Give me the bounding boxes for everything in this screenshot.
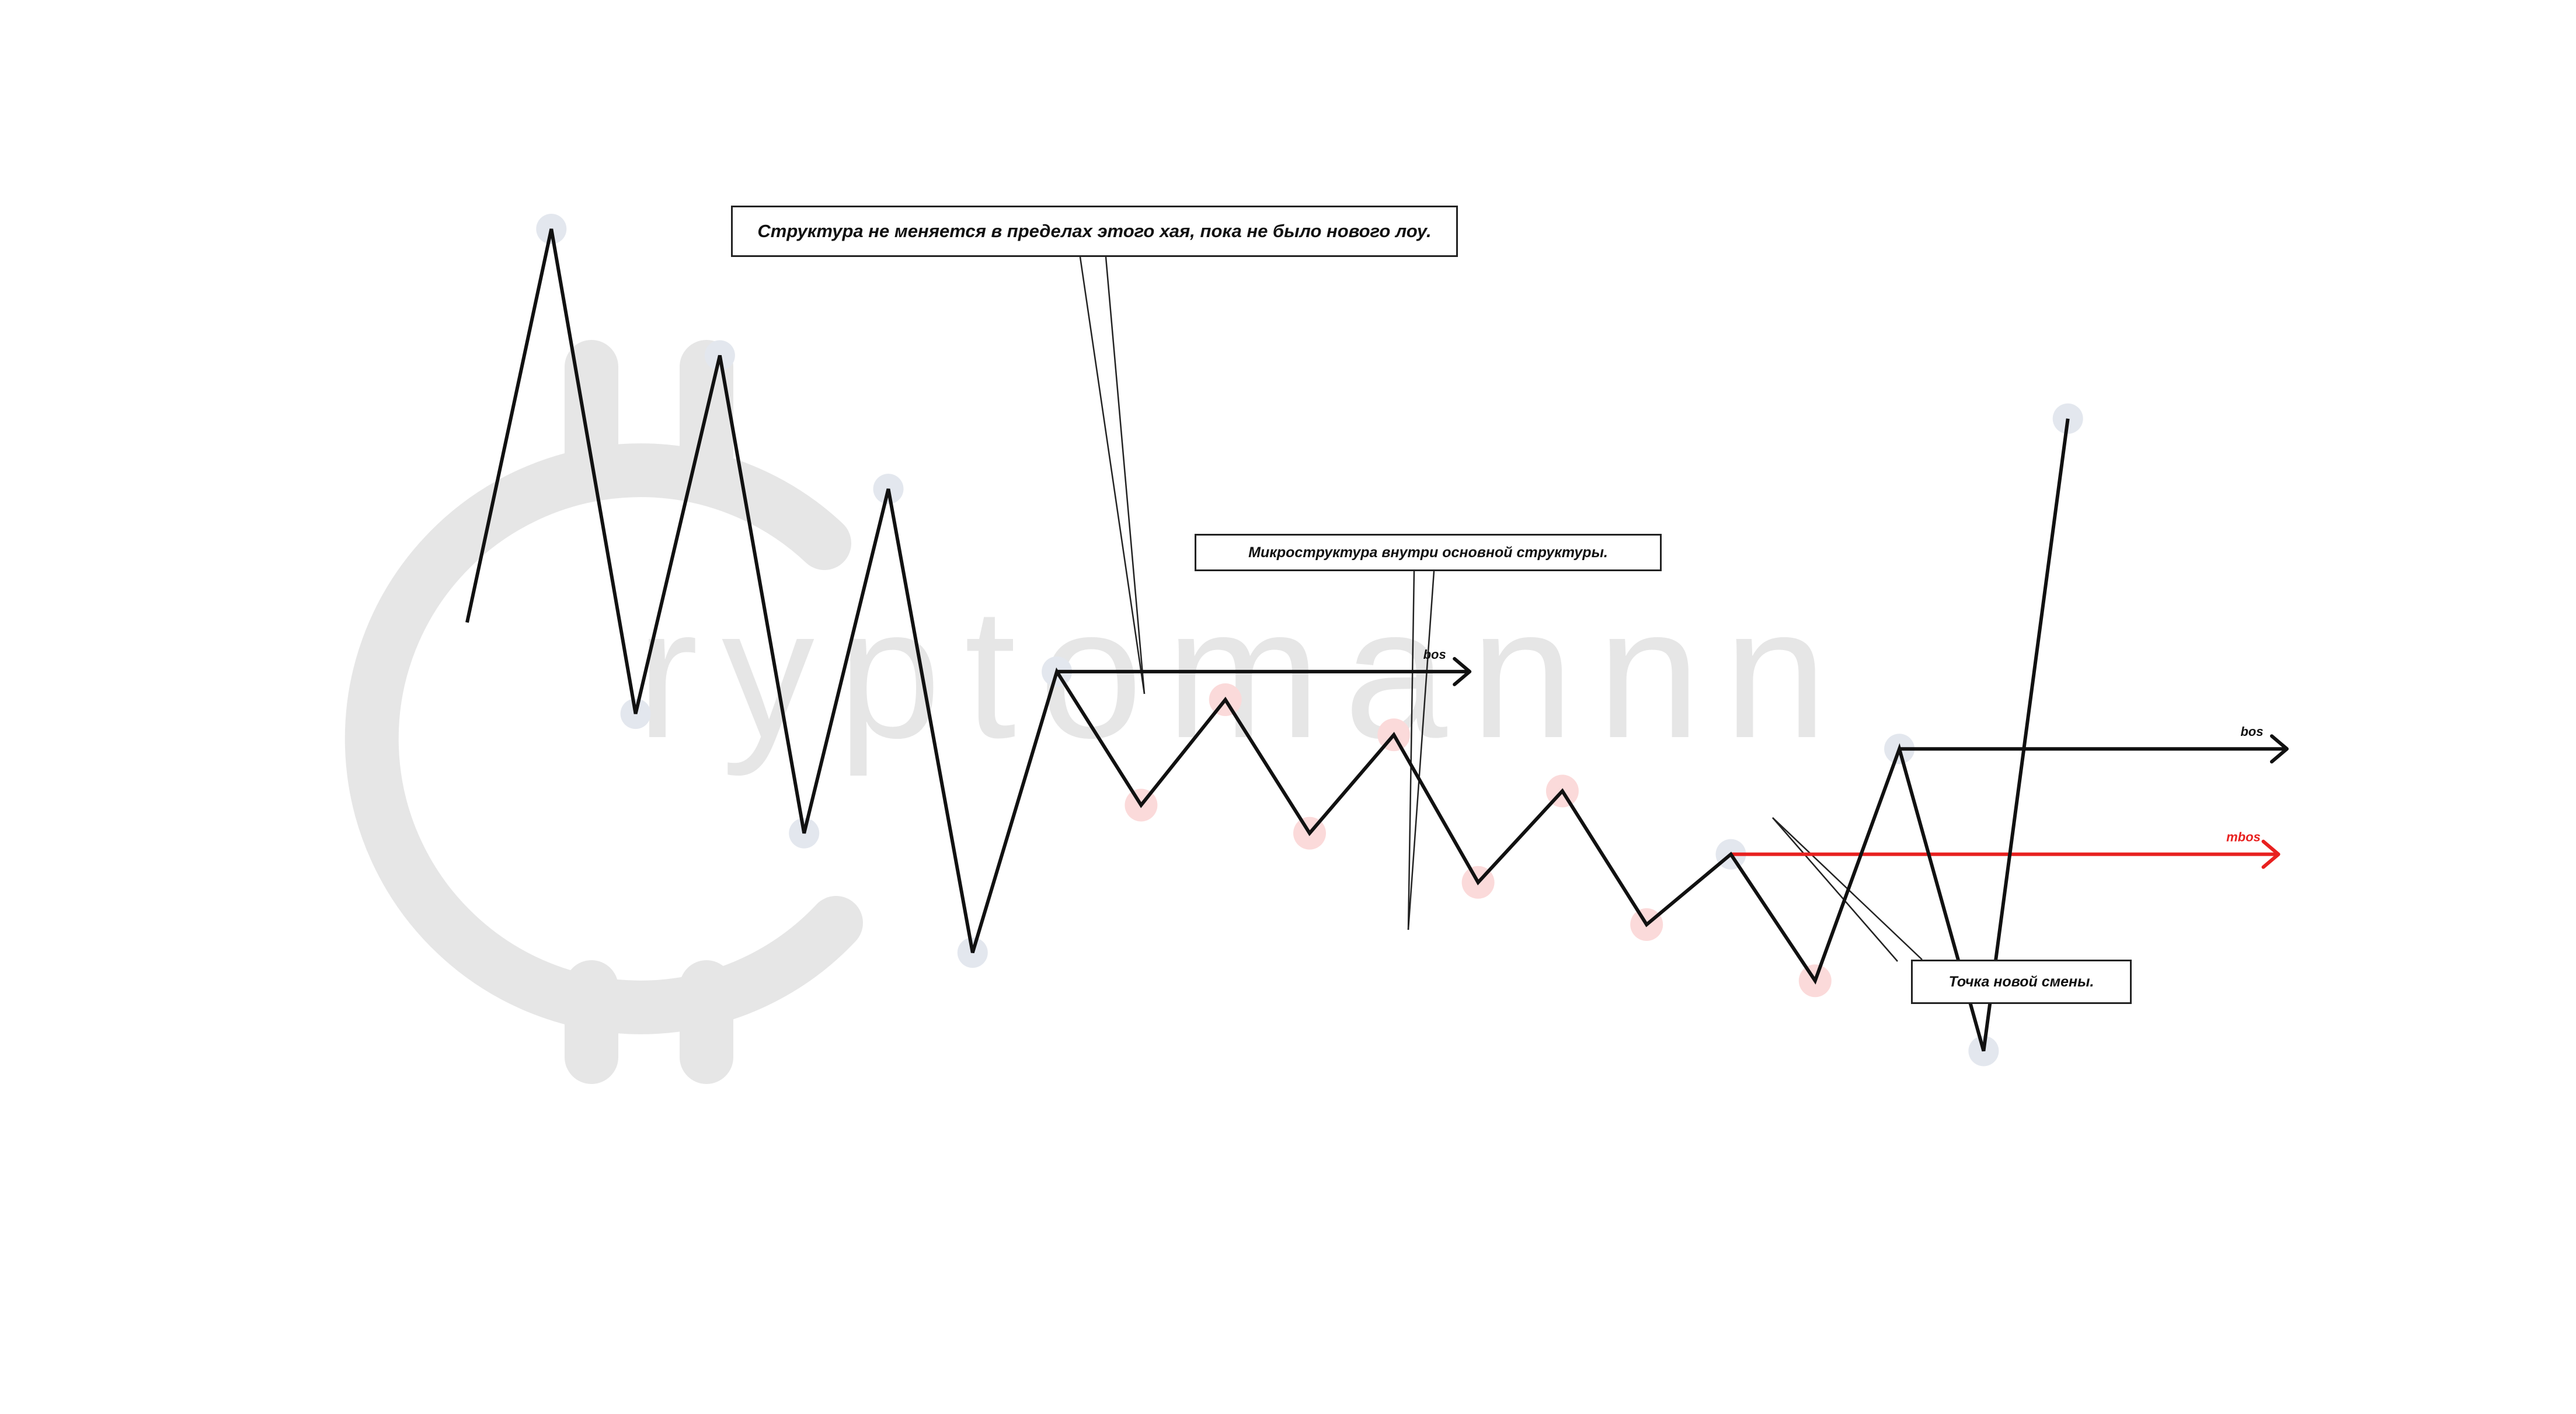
bos-label: bos (1423, 647, 1446, 662)
watermark-text: ryptomannn (636, 569, 1850, 778)
mbos-label: mbos (2226, 830, 2261, 845)
price-path-line (465, 228, 2070, 1052)
bos-arrow-icon (1453, 656, 1472, 686)
bos-arrow-icon (2269, 734, 2289, 764)
mbos-arrow-icon (2261, 839, 2281, 869)
structure-levels (1057, 656, 2289, 869)
price-path-layer (465, 228, 2070, 1052)
bos-label: bos (2240, 724, 2263, 739)
microstructure-note: Микроструктура внутри основной структуры… (1195, 534, 1662, 571)
level-labels: bos bos mbos (1423, 647, 2264, 845)
structure-note: Структура не меняется в пределах этого х… (731, 206, 1458, 257)
new-change-note: Точка новой смены. (1911, 960, 2132, 1004)
watermark-logo: ryptomannn (344, 340, 1850, 1084)
